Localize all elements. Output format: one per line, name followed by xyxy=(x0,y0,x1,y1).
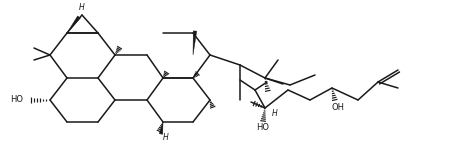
Text: H: H xyxy=(163,134,169,142)
Polygon shape xyxy=(193,31,197,55)
Polygon shape xyxy=(67,16,80,33)
Text: H: H xyxy=(79,3,85,12)
Polygon shape xyxy=(159,122,163,134)
Text: HO: HO xyxy=(10,94,23,104)
Text: HO: HO xyxy=(256,124,269,132)
Text: H: H xyxy=(272,108,278,118)
Text: OH: OH xyxy=(332,104,344,113)
